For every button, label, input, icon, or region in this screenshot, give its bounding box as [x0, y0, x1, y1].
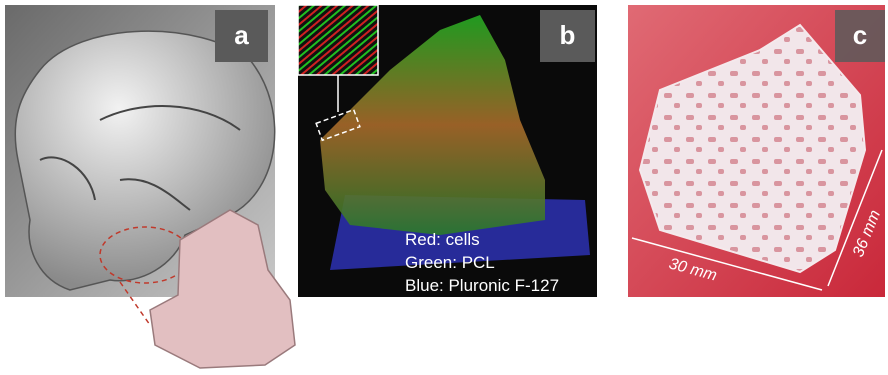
- panel-a: a: [5, 5, 295, 368]
- panel-label: b: [560, 20, 576, 50]
- figure: a b Red: cells Green: PCL Blue: Pluronic…: [0, 0, 888, 375]
- legend-entry: Green: PCL: [405, 253, 495, 272]
- panel-label: a: [234, 20, 249, 50]
- legend-entry: Blue: Pluronic F-127: [405, 276, 559, 295]
- panel-b: b Red: cells Green: PCL Blue: Pluronic F…: [298, 5, 597, 297]
- legend-entry: Red: cells: [405, 230, 480, 249]
- panel-c: 30 mm 36 mm c: [628, 5, 885, 297]
- inset: [298, 5, 378, 75]
- panel-label: c: [853, 20, 867, 50]
